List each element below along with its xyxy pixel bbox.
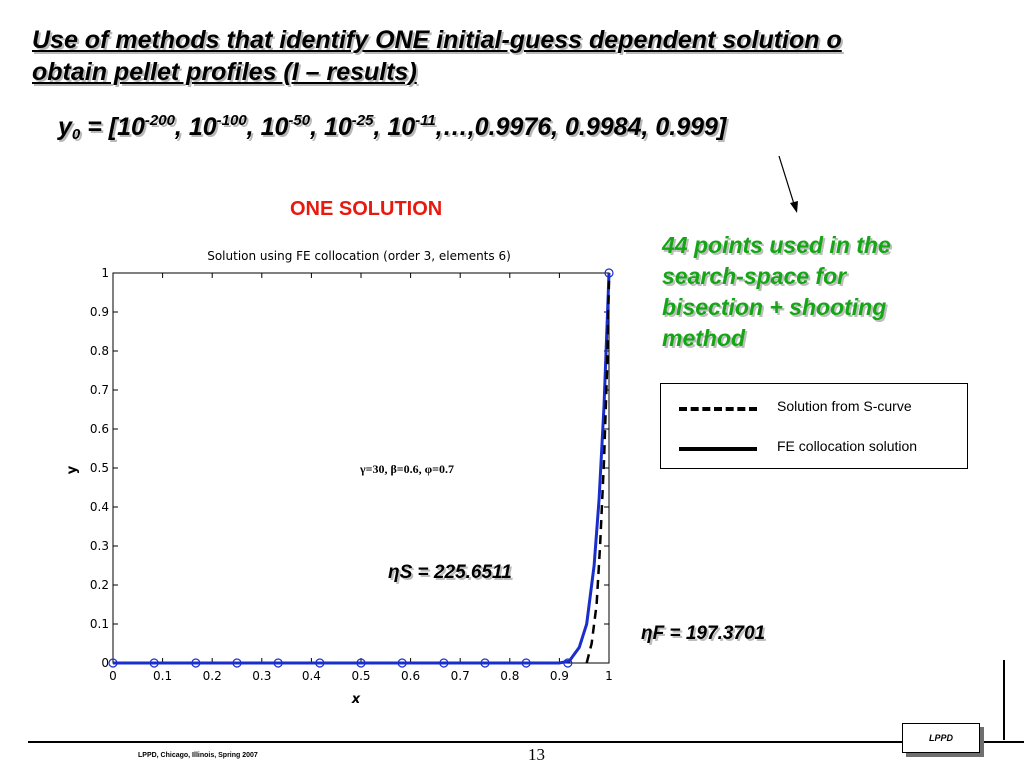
one-solution-label: ONE SOLUTION — [290, 198, 443, 220]
vector-prefix: = [ — [80, 113, 118, 141]
page-number: 13 — [528, 745, 545, 764]
collocation-marker — [191, 658, 201, 668]
eta-s-value: ηS = 225.6511 — [388, 562, 512, 583]
y-tick-label: 0.6 — [90, 422, 109, 436]
fe-collocation-line — [113, 272, 611, 665]
note-line: search-space for — [662, 263, 847, 289]
note-line: method — [662, 325, 746, 351]
y-tick-label: 0.4 — [90, 500, 109, 514]
y-tick-label: 0.5 — [90, 461, 109, 475]
vector-exponent: -25 — [351, 112, 374, 129]
y-tick-label: 0.3 — [90, 539, 109, 553]
eta-f-value: ηF = 197.3701 — [641, 623, 766, 644]
collocation-marker — [563, 658, 573, 668]
x-tick-label: 1 — [605, 669, 613, 683]
pointer-arrow-head — [790, 201, 798, 213]
collocation-marker — [397, 658, 407, 668]
vector-tail: ,…,0.9976, 0.9984, 0.999] — [435, 113, 727, 141]
x-tick-label: 0.9 — [550, 669, 569, 683]
collocation-marker — [356, 658, 366, 668]
x-tick-label: 0.1 — [153, 669, 172, 683]
vector-exponent: -50 — [288, 112, 311, 129]
y-axis-label: y — [65, 465, 80, 474]
vector-base: 10 — [260, 113, 289, 141]
solid-line-swatch — [679, 447, 757, 451]
collocation-marker — [273, 658, 283, 668]
x-tick-label: 0.8 — [500, 669, 519, 683]
legend-label: FE collocation solution — [777, 438, 918, 454]
y-tick-label: 0 — [101, 656, 109, 670]
vector-base: 10 — [387, 113, 416, 141]
legend-box: Solution from S-curve FE collocation sol… — [660, 383, 968, 469]
collocation-marker — [108, 658, 118, 668]
parameter-annotation: γ=30, β=0.6, φ=0.7 — [359, 462, 454, 476]
collocation-marker — [521, 658, 531, 668]
s-curve-solution-line — [585, 280, 611, 664]
collocation-marker — [232, 658, 242, 668]
x-tick-label: 0.4 — [302, 669, 321, 683]
y-tick-label: 0.8 — [90, 344, 109, 358]
x-tick-label: 0.2 — [203, 669, 222, 683]
x-axis-label: x — [351, 692, 361, 707]
pointer-arrow-line — [778, 155, 795, 205]
collocation-marker — [604, 268, 614, 278]
y-tick-label: 0.1 — [90, 617, 109, 631]
x-tick-label: 0.3 — [252, 669, 271, 683]
collocation-marker — [439, 658, 449, 668]
chart-title: Solution using FE collocation (order 3, … — [207, 249, 511, 263]
vector-exponent: -100 — [216, 112, 247, 129]
y-tick-label: 0.2 — [90, 578, 109, 592]
vector-var: y — [58, 113, 72, 141]
vector-base: 10 — [323, 113, 352, 141]
note-line: 44 points used in the — [662, 232, 891, 258]
note-line: bisection + shooting — [662, 294, 887, 320]
vector-base: 10 — [117, 113, 145, 141]
y-tick-label: 0.9 — [90, 305, 109, 319]
legend-label: Solution from S-curve — [777, 398, 912, 414]
profile-chart: Solution using FE collocation (order 3, … — [65, 249, 614, 707]
x-tick-label: 0.7 — [451, 669, 470, 683]
search-space-note: 44 points used in the search-space for b… — [662, 230, 962, 354]
collocation-marker — [480, 658, 490, 668]
collocation-marker — [149, 658, 159, 668]
x-tick-label: 0.6 — [401, 669, 420, 683]
legend-item-fe-collocation: FE collocation solution — [661, 435, 967, 461]
x-tick-label: 0 — [109, 669, 117, 683]
x-tick-label: 0.5 — [351, 669, 370, 683]
bottom-rule — [28, 741, 1024, 743]
dashed-line-swatch — [679, 407, 757, 411]
y-tick-label: 1 — [101, 266, 109, 280]
footer-text: LPPD, Chicago, Illinois, Spring 2007 — [138, 752, 258, 759]
collocation-marker — [315, 658, 325, 668]
right-rule — [1003, 660, 1005, 740]
vector-subscript: 0 — [71, 126, 81, 143]
slide-title-line-2: obtain pellet profiles (I – results) — [32, 58, 417, 86]
vector-base: 10 — [188, 113, 217, 141]
slide-title-line-1: Use of methods that identify ONE initial… — [32, 26, 842, 54]
lppd-logo: LPPD — [902, 723, 980, 753]
vector-exponent: -200 — [144, 112, 175, 129]
initial-guess-vector: y0 = [10-200, 10-100, 10-50, 10-25, 10-1… — [58, 112, 727, 143]
y-tick-label: 0.7 — [90, 383, 109, 397]
vector-exponent: -11 — [415, 112, 436, 129]
slide-title: Use of methods that identify ONE initial… — [32, 24, 972, 88]
legend-item-s-curve: Solution from S-curve — [661, 395, 967, 421]
